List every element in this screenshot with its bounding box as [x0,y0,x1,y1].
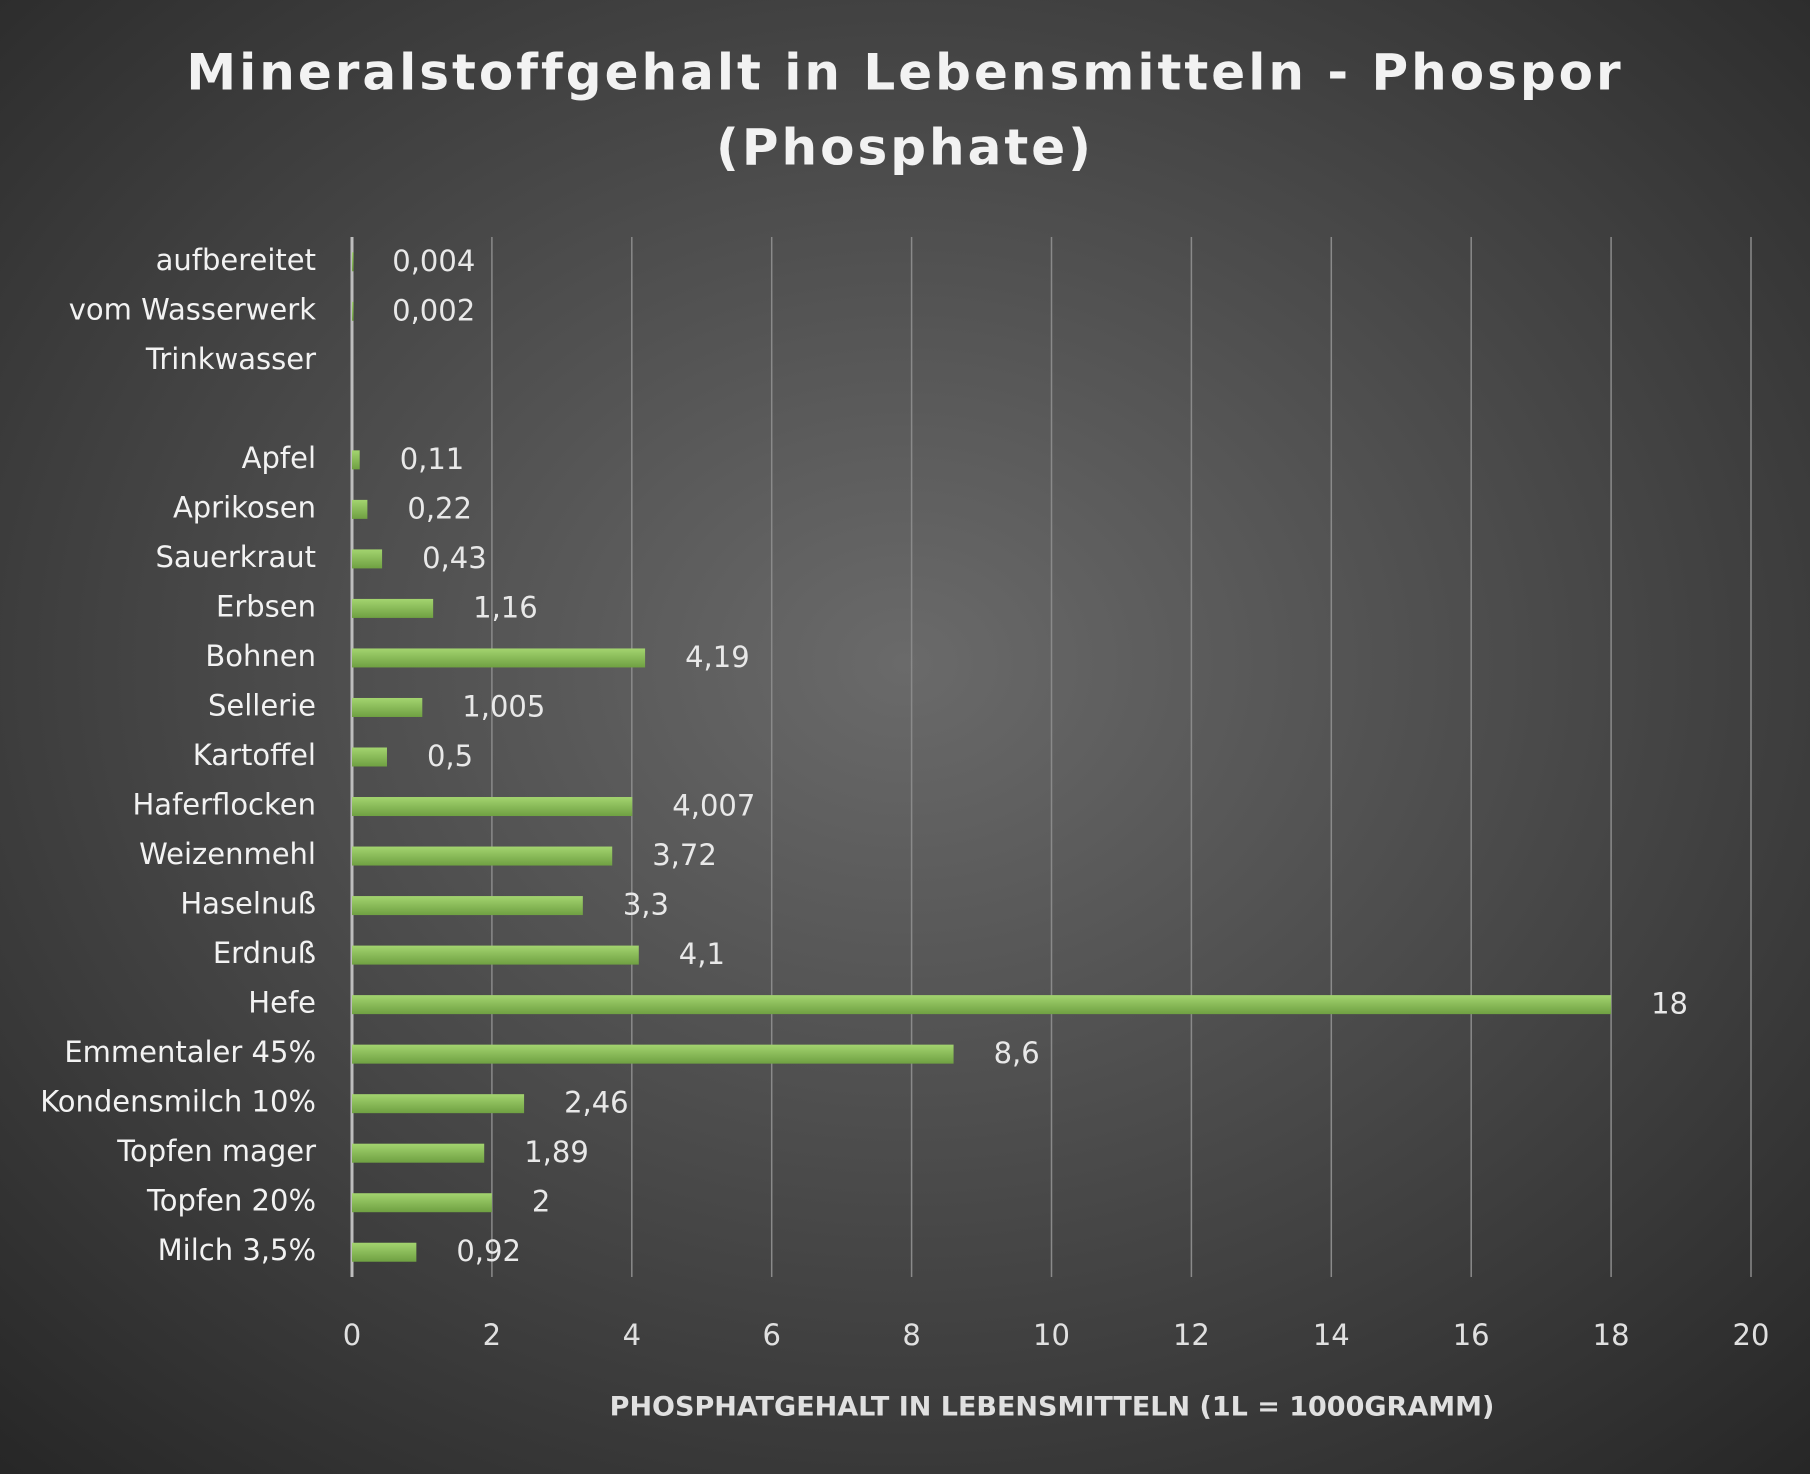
bar [352,1044,954,1064]
bar [352,450,360,470]
x-tick-label: 10 [1033,1318,1070,1352]
data-label: 18 [1651,987,1688,1021]
data-label: 0,92 [456,1234,521,1268]
bar [352,697,423,717]
data-label: 0,11 [400,442,465,476]
y-tick-label: Kondensmilch 10% [40,1085,316,1119]
x-tick-label: 4 [623,1318,641,1352]
y-tick-label: Apfel [242,441,316,475]
x-tick-label: 18 [1593,1318,1630,1352]
bar [352,747,387,767]
bar [352,797,633,817]
x-tick-label: 12 [1173,1318,1210,1352]
data-label: 0,43 [422,541,487,575]
data-label: 2,46 [564,1086,629,1120]
bar [352,648,646,668]
chart-title: (Phosphate) [716,119,1094,177]
x-tick-label: 6 [762,1318,780,1352]
bar [352,896,583,916]
data-label: 1,005 [462,689,545,723]
bar [352,995,1612,1015]
bar [352,549,383,569]
y-tick-label: Milch 3,5% [158,1233,316,1267]
bar [352,252,354,272]
y-tick-label: Aprikosen [173,490,316,524]
y-tick-label: Trinkwasser [145,342,316,376]
y-tick-label: Sauerkraut [155,540,316,574]
data-label: 4,19 [685,640,750,674]
x-tick-label: 2 [483,1318,501,1352]
y-tick-label: vom Wasserwerk [69,292,316,326]
x-tick-label: 20 [1733,1318,1770,1352]
y-tick-label: Erdnuß [213,936,316,970]
data-label: 0,22 [407,491,472,525]
chart-title: Mineralstoffgehalt in Lebensmitteln - Ph… [186,44,1623,102]
bar [352,301,354,321]
data-label: 1,89 [524,1135,589,1169]
bar [352,945,639,965]
bar [352,598,434,618]
x-axis-title: PHOSPHATGEHALT IN LEBENSMITTELN (1L = 10… [610,1392,1495,1423]
bar [352,1242,417,1262]
data-label: 1,16 [473,590,538,624]
data-label: 4,1 [679,937,725,971]
y-tick-label: Topfen 20% [146,1184,316,1218]
bar [352,1193,492,1213]
y-tick-label: Haferflocken [133,788,317,822]
x-tick-label: 8 [902,1318,920,1352]
y-tick-label: aufbereitet [156,243,316,277]
bar [352,1094,525,1114]
data-label: 0,002 [392,293,475,327]
y-tick-label: Weizenmehl [139,837,316,871]
data-label: 3,72 [652,838,717,872]
bar [352,1143,485,1163]
x-tick-label: 0 [343,1318,361,1352]
y-tick-label: Erbsen [216,589,316,623]
data-label: 0,5 [427,739,473,773]
y-tick-label: Haselnuß [180,887,316,921]
y-tick-label: Bohnen [205,639,316,673]
y-tick-label: Emmentaler 45% [64,1035,316,1069]
y-tick-label: Hefe [248,986,316,1020]
data-label: 8,6 [994,1036,1040,1070]
data-label: 4,007 [672,789,755,823]
bar [352,846,613,866]
y-tick-label: Sellerie [208,688,316,722]
x-tick-label: 14 [1313,1318,1350,1352]
data-label: 3,3 [623,888,669,922]
bar [352,499,368,519]
y-tick-label: Topfen mager [116,1134,316,1168]
x-tick-label: 16 [1453,1318,1490,1352]
y-tick-label: Kartoffel [193,738,316,772]
data-label: 2 [532,1185,550,1219]
data-label: 0,004 [392,244,475,278]
